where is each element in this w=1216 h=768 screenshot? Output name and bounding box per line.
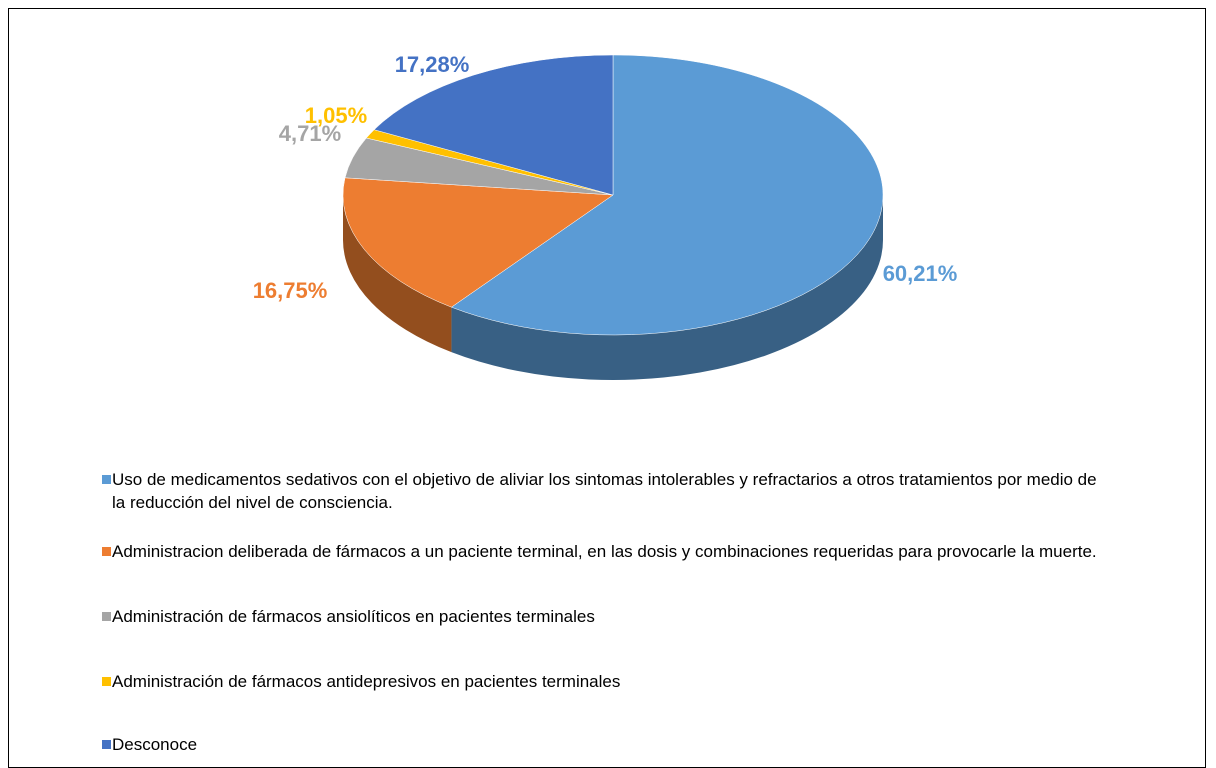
data-label: 1,05% [305, 103, 367, 128]
legend-label: Administracion deliberada de fármacos a … [112, 542, 1097, 561]
legend-item: Administración de fármacos ansiolíticos … [100, 605, 595, 628]
legend-label: Desconoce [112, 735, 198, 754]
pie-slice [342, 177, 614, 308]
data-label: 60,21% [883, 261, 958, 286]
data-label: 17,28% [395, 52, 470, 77]
data-label: 4,71% [279, 121, 341, 146]
pie-slice [373, 54, 614, 196]
legend-swatch [102, 475, 111, 484]
chart: 60,21% 16,75% 4,71%1,05% 17,28% [253, 52, 958, 380]
legend-swatch [102, 612, 111, 621]
legend-swatch [102, 677, 111, 686]
legend-label: Administración de fármacos antidepresivo… [112, 672, 621, 691]
legend-item: Uso de medicamentos sedativos con el obj… [100, 468, 1110, 514]
legend-item: Desconoce [100, 733, 197, 756]
legend-label: Administración de fármacos ansiolíticos … [112, 607, 595, 626]
legend-label: Uso de medicamentos sedativos con el obj… [112, 470, 1097, 512]
legend-swatch [102, 740, 111, 749]
pie-side [451, 195, 883, 380]
pie-side [343, 195, 452, 353]
legend-item: Administracion deliberada de fármacos a … [100, 540, 1097, 563]
pie-slice [450, 54, 884, 336]
legend-item: Administración de fármacos antidepresivo… [100, 670, 620, 693]
data-label: 16,75% [253, 278, 328, 303]
legend-swatch [102, 547, 111, 556]
